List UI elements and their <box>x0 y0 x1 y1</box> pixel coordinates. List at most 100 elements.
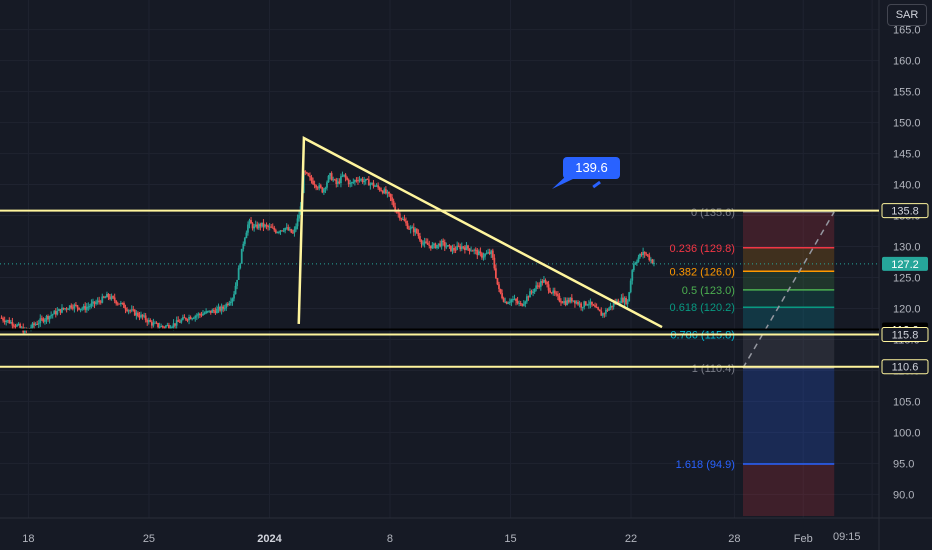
currency-button[interactable]: SAR <box>887 4 927 26</box>
price-axis-tag-label: 127.2 <box>891 259 919 271</box>
candle-body <box>189 316 192 320</box>
candle-body <box>180 319 183 323</box>
candle-body <box>133 309 136 316</box>
fib-level-label: 1 (110.4) <box>692 363 735 375</box>
fib-level-label: 0.5 (123.0) <box>682 285 735 297</box>
candle-body <box>482 256 485 258</box>
candle-body <box>425 241 428 243</box>
candle-body <box>214 310 217 314</box>
candle-body <box>33 323 35 325</box>
candle-body <box>137 312 139 316</box>
candle-body <box>536 285 539 287</box>
candle-body <box>550 292 553 294</box>
candle-body <box>250 220 252 224</box>
candle-body <box>237 268 240 280</box>
candle-body <box>64 308 66 310</box>
candle-body <box>493 257 496 269</box>
candle-body <box>247 224 249 233</box>
candle-body <box>254 224 257 227</box>
candle-body <box>322 189 325 193</box>
candle-body <box>146 320 149 323</box>
candle-body <box>202 313 204 316</box>
candle-body <box>653 263 655 265</box>
candle-body <box>636 261 638 264</box>
candle-body <box>479 251 482 254</box>
candle-body <box>357 180 359 182</box>
candle-body <box>127 310 130 312</box>
candle-body <box>278 231 280 233</box>
candle-body <box>547 284 550 291</box>
candle-body <box>353 180 356 182</box>
candle-body <box>161 325 164 328</box>
candle-body <box>54 311 57 315</box>
candle-body <box>538 285 541 287</box>
candle-body <box>525 296 528 302</box>
candle-body <box>491 250 494 258</box>
candle-body <box>76 305 79 308</box>
candle-body <box>634 263 637 265</box>
x-tick-label: Feb <box>794 533 813 545</box>
candle-body <box>62 307 65 309</box>
candle-body <box>519 303 522 305</box>
candle-body <box>477 251 480 256</box>
candle-body <box>612 302 615 307</box>
candle-body <box>463 247 466 251</box>
candle-body <box>225 304 228 309</box>
candle-body <box>600 311 603 316</box>
candle-body <box>592 304 595 306</box>
candle-body <box>446 245 449 247</box>
candle-body <box>330 173 333 181</box>
fib-zone <box>742 463 835 516</box>
candle-body <box>527 296 530 298</box>
y-tick-label: 125.0 <box>893 272 921 284</box>
candle-body <box>369 183 372 186</box>
candle-body <box>433 243 435 245</box>
candle-body <box>152 322 155 326</box>
candle-body <box>115 300 118 304</box>
candle-body <box>17 324 20 326</box>
candle-body <box>279 230 282 232</box>
x-tick-label: 8 <box>387 533 393 545</box>
candle-body <box>397 212 400 214</box>
candle-body <box>81 308 84 310</box>
candle-body <box>126 309 128 312</box>
fib-level-label: 0.236 (129.8) <box>670 243 735 255</box>
candle-body <box>375 185 378 187</box>
candle-body <box>44 319 46 322</box>
candle-body <box>484 253 486 257</box>
candle-body <box>388 191 390 194</box>
candle-body <box>310 177 313 181</box>
y-tick-label: 130.0 <box>893 242 921 254</box>
candle-body <box>340 176 342 184</box>
candle-body <box>640 253 643 256</box>
candle-body <box>505 301 508 304</box>
candle-body <box>355 180 358 182</box>
candle-body <box>394 206 397 212</box>
candle-body <box>617 300 620 304</box>
candle-body <box>73 304 76 309</box>
y-tick-label: 145.0 <box>893 149 921 161</box>
candle-body <box>591 301 593 305</box>
candle-body <box>199 313 201 315</box>
candle-body <box>37 323 40 325</box>
candle-body <box>251 223 254 229</box>
candle-body <box>642 251 645 256</box>
candle-body <box>256 224 259 229</box>
candle-body <box>498 284 500 289</box>
price-annotation-label[interactable]: 139.6 <box>563 157 620 179</box>
candle-body <box>259 224 262 227</box>
candle-body <box>53 311 56 315</box>
candle-body <box>236 279 238 286</box>
candle-body <box>405 221 407 224</box>
candle-body <box>98 300 101 302</box>
candle-body <box>434 243 437 249</box>
candle-body <box>285 227 288 229</box>
candle-body <box>70 305 73 308</box>
candle-body <box>609 305 612 309</box>
candle-body <box>473 249 476 251</box>
candle-body <box>625 298 627 305</box>
candle-body <box>409 227 412 230</box>
candle-body <box>95 302 97 304</box>
